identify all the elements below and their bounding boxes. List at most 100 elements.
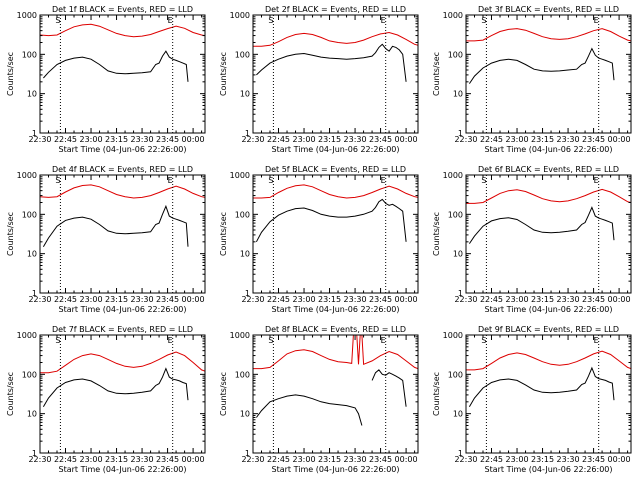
x-tick-label: 22:45 xyxy=(267,135,290,144)
panel-det-1: Det 1f BLACK = Events, RED = LLD S E 1 10 100… xyxy=(6,5,206,154)
series-line-lld-2 xyxy=(40,184,205,199)
plot-frame xyxy=(252,174,419,294)
x-tick-label: 23:00 xyxy=(292,455,315,464)
x-axis-label: Start Time (04-Jun-06 22:26:00) xyxy=(272,305,400,314)
panel-det-8: Det 8f BLACK = Events, RED = LLD S E 1 10 100… xyxy=(219,325,419,474)
panel-title: Det 7f BLACK = Events, RED = LLD xyxy=(52,325,193,334)
x-tick-label: 23:30 xyxy=(557,455,580,464)
x-tick-label: 22:45 xyxy=(54,295,77,304)
y-tick-label: 1000 xyxy=(443,331,463,340)
y-tick-label: 100 xyxy=(448,50,463,59)
series-line-lld-2 xyxy=(253,335,418,370)
y-tick-label: 1 xyxy=(458,289,463,298)
y-tick-label: 100 xyxy=(235,210,250,219)
series-line-lld-2 xyxy=(253,184,418,199)
marker-label-e: E xyxy=(168,176,173,185)
y-axis-label: Counts/sec xyxy=(219,212,228,256)
y-tick-label: 10 xyxy=(240,90,250,99)
x-tick-label: 23:15 xyxy=(105,295,128,304)
y-tick-label: 1000 xyxy=(230,11,250,20)
x-tick-label: 23:45 xyxy=(582,135,605,144)
marker-label-s: S xyxy=(481,336,486,345)
marker-label-s: S xyxy=(55,176,60,185)
marker-label-s: S xyxy=(55,16,60,25)
y-tick-label: 1 xyxy=(458,449,463,458)
x-tick-label: 22:45 xyxy=(267,295,290,304)
marker-label-s: S xyxy=(268,176,273,185)
x-tick-label: 23:30 xyxy=(131,455,154,464)
x-tick-label: 23:45 xyxy=(369,295,392,304)
x-tick-label: 00:00 xyxy=(182,455,205,464)
x-tick-label: 22:45 xyxy=(267,455,290,464)
x-tick-label: 23:00 xyxy=(292,135,315,144)
y-tick-label: 1000 xyxy=(443,171,463,180)
marker-label-e: E xyxy=(381,16,386,25)
x-axis-label: Start Time (04-Jun-06 22:26:00) xyxy=(485,465,613,474)
x-tick-label: 00:00 xyxy=(608,455,631,464)
series-line-events-1 xyxy=(255,369,407,426)
y-axis-label: Counts/sec xyxy=(6,212,15,256)
y-tick-label: 1000 xyxy=(17,11,37,20)
x-axis-label: Start Time (04-Jun-06 22:26:00) xyxy=(59,305,187,314)
series-line-events-1 xyxy=(42,367,189,407)
x-tick-label: 23:00 xyxy=(79,135,102,144)
x-tick-label: 22:45 xyxy=(54,455,77,464)
x-tick-label: 23:45 xyxy=(369,135,392,144)
y-tick-label: 100 xyxy=(448,370,463,379)
marker-label-s: S xyxy=(481,16,486,25)
x-tick-label: 22:30 xyxy=(454,455,477,464)
panel-det-5: Det 5f BLACK = Events, RED = LLD S E 1 10 100… xyxy=(219,165,419,314)
series-line-lld-2 xyxy=(466,188,631,204)
y-tick-label: 10 xyxy=(453,410,463,419)
panel-det-4: Det 4f BLACK = Events, RED = LLD S E 1 10 100… xyxy=(6,165,206,314)
y-axis-label: Counts/sec xyxy=(432,372,441,416)
series-line-events-1 xyxy=(468,206,615,244)
x-tick-label: 22:45 xyxy=(480,455,503,464)
x-tick-label: 22:30 xyxy=(241,295,264,304)
panel-det-6: Det 6f BLACK = Events, RED = LLD S E 1 10 100… xyxy=(432,165,632,314)
y-tick-label: 10 xyxy=(453,250,463,259)
marker-label-e: E xyxy=(594,176,599,185)
y-tick-label: 1 xyxy=(458,129,463,138)
x-tick-label: 23:00 xyxy=(505,135,528,144)
y-tick-label: 100 xyxy=(448,210,463,219)
x-tick-label: 23:45 xyxy=(156,295,179,304)
x-tick-label: 23:30 xyxy=(131,295,154,304)
series-line-events-1 xyxy=(468,366,615,407)
x-tick-label: 23:00 xyxy=(505,455,528,464)
y-tick-label: 100 xyxy=(22,50,37,59)
x-tick-label: 23:30 xyxy=(557,135,580,144)
x-tick-label: 22:30 xyxy=(28,135,51,144)
x-tick-label: 23:15 xyxy=(105,135,128,144)
panel-det-2: Det 2f BLACK = Events, RED = LLD S E 1 10 100… xyxy=(219,5,419,154)
y-axis-label: Counts/sec xyxy=(6,372,15,416)
x-axis-label: Start Time (04-Jun-06 22:26:00) xyxy=(272,465,400,474)
x-axis-label: Start Time (04-Jun-06 22:26:00) xyxy=(59,145,187,154)
x-tick-label: 23:15 xyxy=(318,455,341,464)
x-tick-label: 22:30 xyxy=(28,455,51,464)
x-tick-label: 23:45 xyxy=(369,455,392,464)
marker-label-e: E xyxy=(381,176,386,185)
marker-label-s: S xyxy=(268,16,273,25)
x-tick-label: 22:45 xyxy=(480,295,503,304)
y-axis-label: Counts/sec xyxy=(219,372,228,416)
y-tick-label: 1000 xyxy=(17,171,37,180)
x-tick-label: 23:15 xyxy=(531,295,554,304)
x-tick-label: 23:15 xyxy=(531,455,554,464)
panel-title: Det 1f BLACK = Events, RED = LLD xyxy=(52,5,193,14)
x-tick-label: 22:30 xyxy=(454,135,477,144)
panel-title: Det 4f BLACK = Events, RED = LLD xyxy=(52,165,193,174)
plot-frame xyxy=(465,334,632,454)
marker-label-s: S xyxy=(55,336,60,345)
x-tick-label: 23:15 xyxy=(318,295,341,304)
y-tick-label: 1 xyxy=(32,289,37,298)
series-line-events-1 xyxy=(255,198,407,243)
panel-title: Det 8f BLACK = Events, RED = LLD xyxy=(265,325,406,334)
series-line-lld-2 xyxy=(466,28,631,42)
x-tick-label: 23:00 xyxy=(505,295,528,304)
y-tick-label: 10 xyxy=(240,410,250,419)
plot-frame xyxy=(465,14,632,134)
x-tick-label: 23:00 xyxy=(79,295,102,304)
y-tick-label: 1000 xyxy=(17,331,37,340)
